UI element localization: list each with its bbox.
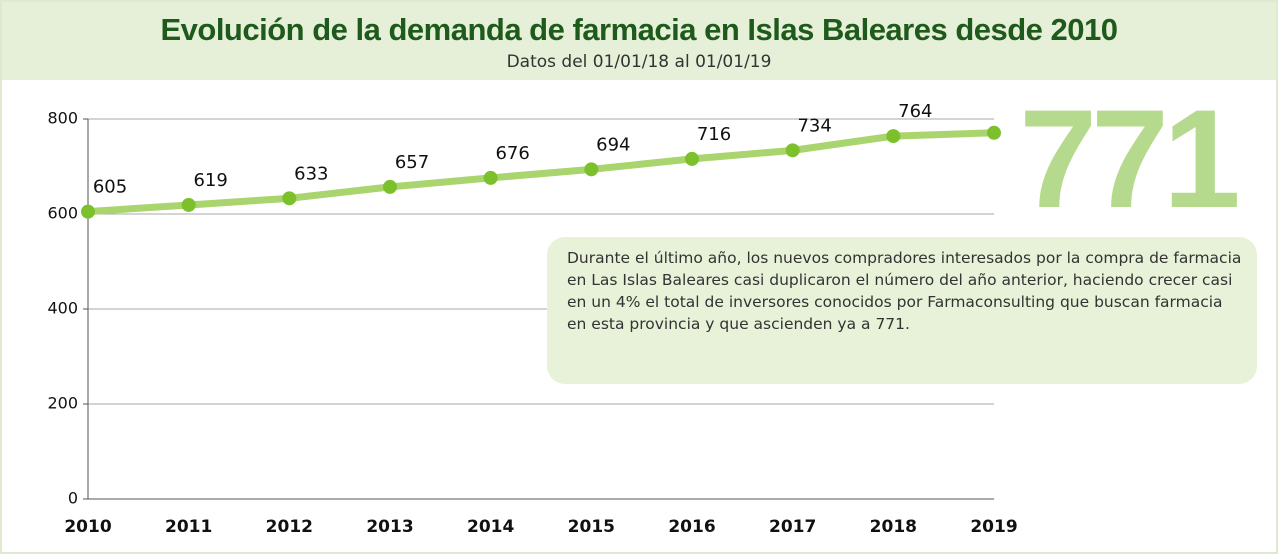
line [87,129,995,216]
y-tick-label: 0 [68,489,78,508]
data-label: 764 [898,101,932,122]
y-tick-label: 800 [47,109,78,128]
marker [181,197,196,212]
x-tick-label: 2011 [165,517,212,537]
marker [584,162,599,177]
x-tick-label: 2013 [366,517,413,537]
data-label: 633 [294,163,328,184]
y-tick-label: 400 [47,299,78,318]
marker [785,143,800,158]
data-label: 694 [596,134,630,155]
x-tick-label: 2010 [64,517,111,537]
data-label: 605 [93,177,127,198]
x-tick-label: 2018 [870,517,917,537]
x-tick-label: 2012 [266,517,313,537]
header: Evolución de la demanda de farmacia en I… [2,2,1276,80]
marker [685,151,699,166]
marker [886,129,901,144]
y-tick-label: 200 [47,394,78,413]
x-tick-label: 2015 [568,517,615,537]
x-tick-label: 2014 [467,517,514,537]
highlight-value: 771 [1019,80,1237,237]
x-tick-label: 2016 [668,517,715,537]
marker [81,204,95,219]
y-tick-label: 600 [47,204,78,223]
chart-title: Evolución de la demanda de farmacia en I… [160,12,1118,47]
data-label: 716 [697,124,731,145]
data-label: 657 [395,152,429,173]
x-tick-label: 2017 [769,517,816,537]
data-label: 619 [193,170,227,191]
chart-subtitle: Datos del 01/01/18 al 01/01/19 [506,52,772,72]
annotation: Durante el último año, los nuevos compra… [547,237,1257,384]
marker [987,125,1001,140]
marker [282,191,297,206]
x-tick-label: 2019 [970,517,1017,537]
marker [483,170,498,185]
marker [383,179,397,194]
data-label: 734 [797,115,831,136]
data-label: 676 [495,143,529,164]
